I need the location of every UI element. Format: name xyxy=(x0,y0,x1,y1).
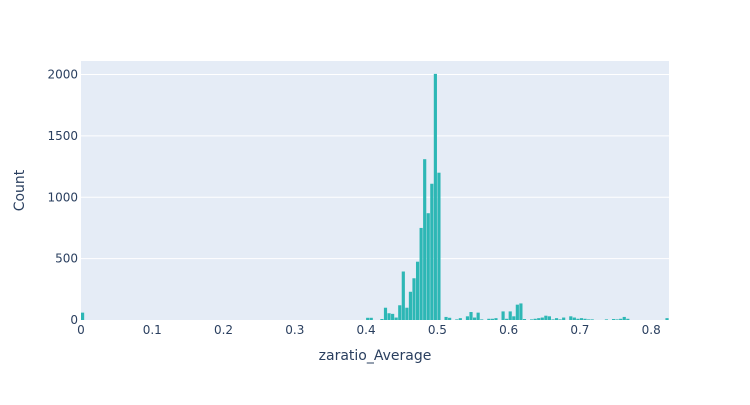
histogram-bar xyxy=(576,318,580,320)
plot-area xyxy=(81,61,669,320)
histogram-bar xyxy=(533,318,537,320)
histogram-bar xyxy=(437,172,441,320)
histogram-bar xyxy=(540,317,544,320)
histogram-bar xyxy=(473,317,477,320)
histogram-bar xyxy=(430,183,434,320)
histogram-bar xyxy=(547,316,551,320)
histogram-bar xyxy=(590,319,594,320)
histogram-bar xyxy=(537,318,541,320)
histogram-bar xyxy=(383,307,388,320)
histogram-bar xyxy=(476,312,480,320)
histogram-bar xyxy=(522,319,527,320)
histogram-bar xyxy=(579,318,584,320)
histogram-bar xyxy=(587,319,591,320)
x-tick-label: 0.8 xyxy=(642,323,661,337)
y-axis-title: Count xyxy=(12,169,28,211)
y-tick-label: 500 xyxy=(55,252,78,266)
histogram-bar xyxy=(551,319,555,320)
x-axis-title: zaratio_Average xyxy=(319,348,432,364)
y-tick-label: 0 xyxy=(70,313,78,327)
histogram-bar xyxy=(622,316,626,320)
x-tick-label: 0.6 xyxy=(499,323,518,337)
histogram-bar xyxy=(419,227,423,320)
bars xyxy=(81,73,669,320)
histogram-bar xyxy=(611,319,616,320)
histogram-bar xyxy=(387,313,391,320)
histogram-bar xyxy=(465,316,470,320)
histogram-bar xyxy=(415,261,420,320)
histogram-bar xyxy=(615,319,619,320)
x-tick-label: 0.5 xyxy=(428,323,447,337)
y-axis-ticks: 0 500 1000 1500 2000 xyxy=(47,68,78,327)
y-tick-label: 1500 xyxy=(47,129,78,143)
histogram-bar xyxy=(81,312,85,320)
histogram-bar xyxy=(583,318,587,320)
histogram-bar xyxy=(380,319,384,320)
histogram-bar xyxy=(665,318,669,320)
x-axis-ticks: 0 0.1 0.2 0.3 0.4 0.5 0.6 0.7 0.8 xyxy=(77,323,661,337)
histogram-bar xyxy=(530,319,534,320)
histogram-bar xyxy=(544,315,548,320)
histogram-bar xyxy=(408,291,413,320)
histogram-bar xyxy=(626,318,630,320)
histogram-bar xyxy=(455,319,459,320)
histogram-bar xyxy=(426,213,430,320)
histogram-bar xyxy=(391,313,395,320)
histogram-bar xyxy=(398,305,402,320)
histogram-bar xyxy=(572,317,576,320)
y-tick-label: 2000 xyxy=(47,68,78,82)
y-tick-label: 1000 xyxy=(47,190,78,204)
histogram-bar xyxy=(469,312,473,320)
histogram-bar xyxy=(505,318,509,320)
x-tick-label: 0.3 xyxy=(285,323,304,337)
histogram-bar xyxy=(487,318,491,320)
histogram-bar xyxy=(490,318,494,320)
histogram-bar xyxy=(604,319,609,320)
histogram-bar xyxy=(501,311,505,320)
histogram-bar xyxy=(448,317,452,320)
histogram-bar xyxy=(515,304,519,320)
histogram-bar xyxy=(412,278,416,320)
histogram-bar xyxy=(401,271,405,320)
histogram-bar xyxy=(444,316,448,320)
histogram-bar xyxy=(423,159,427,320)
histogram-bar xyxy=(519,303,523,320)
histogram-bar xyxy=(569,316,573,320)
histogram-bar xyxy=(558,319,562,320)
histogram-bar xyxy=(480,319,484,320)
histogram-bar xyxy=(619,318,623,320)
x-tick-label: 0.2 xyxy=(214,323,233,337)
histogram-bar xyxy=(508,311,512,320)
histogram-bar xyxy=(433,73,437,320)
x-tick-label: 0.1 xyxy=(143,323,162,337)
histogram-bar xyxy=(554,318,559,320)
histogram-bar xyxy=(405,307,409,320)
histogram-bar xyxy=(512,316,516,320)
histogram-bar xyxy=(458,318,462,320)
histogram-bar xyxy=(394,317,398,320)
histogram-bar xyxy=(369,317,373,320)
histogram-bar xyxy=(366,317,370,320)
histogram-bar xyxy=(494,318,498,320)
gridlines xyxy=(81,74,669,260)
histogram-bar xyxy=(562,317,566,320)
x-tick-label: 0 xyxy=(77,323,85,337)
x-tick-label: 0.7 xyxy=(570,323,589,337)
x-tick-label: 0.4 xyxy=(357,323,376,337)
